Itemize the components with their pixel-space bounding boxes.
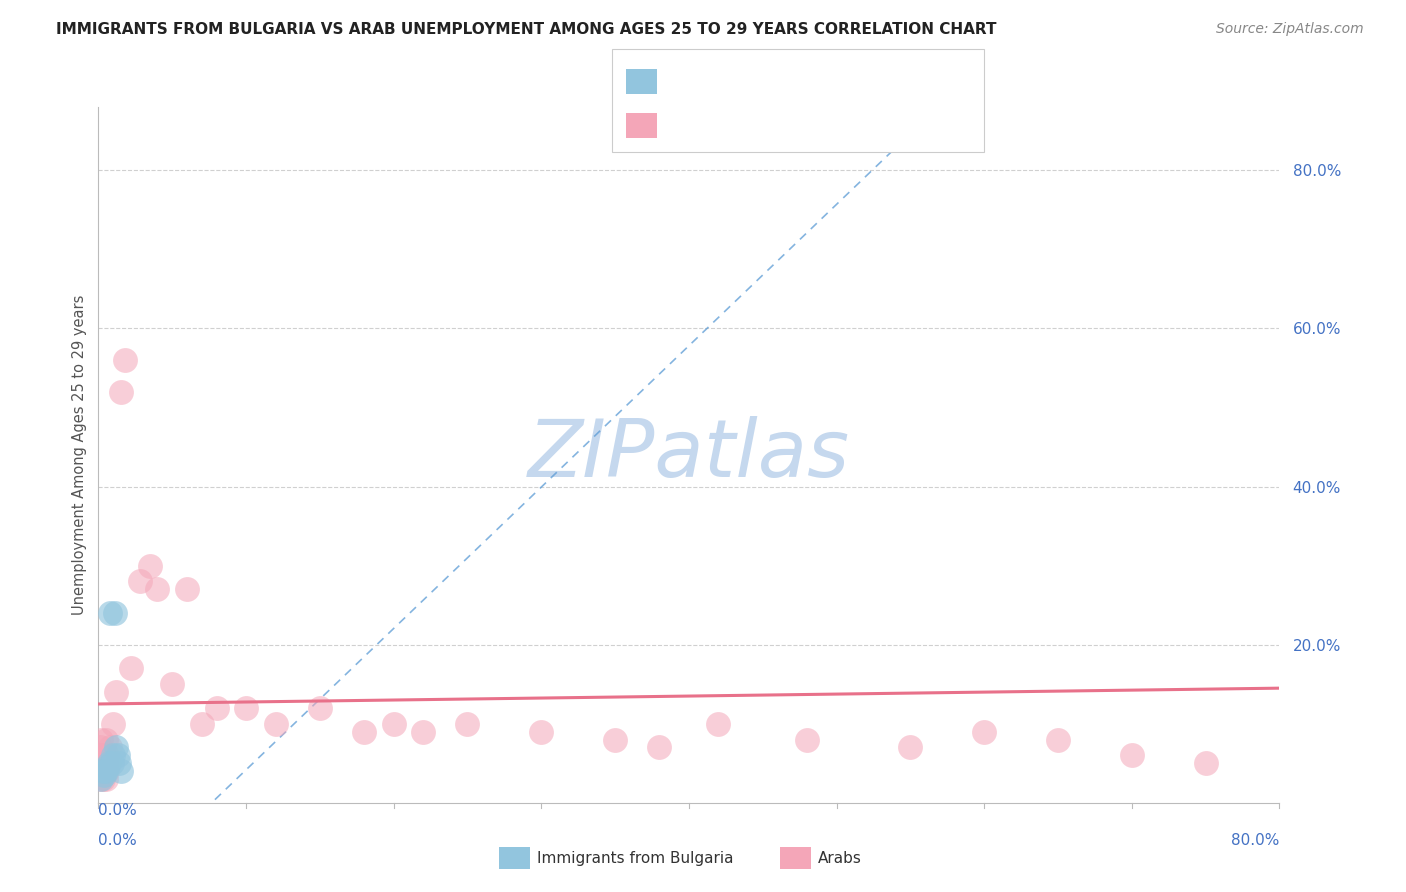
- Point: [98, 606, 121, 620]
- Point: [91, 772, 114, 786]
- Point: [93, 748, 115, 763]
- Text: N = 14: N = 14: [830, 65, 887, 83]
- Point: [89, 740, 111, 755]
- Text: Immigrants from Bulgaria: Immigrants from Bulgaria: [537, 851, 734, 865]
- Point: [353, 724, 375, 739]
- Point: [96, 748, 118, 763]
- Point: [973, 724, 995, 739]
- Text: Arabs: Arabs: [818, 851, 862, 865]
- Point: [235, 701, 257, 715]
- Point: [176, 582, 198, 597]
- Point: [1195, 756, 1218, 771]
- Text: R = 0.013: R = 0.013: [665, 110, 748, 128]
- Point: [104, 606, 127, 620]
- Point: [105, 740, 128, 755]
- Text: ZIPatlas: ZIPatlas: [527, 416, 851, 494]
- Point: [96, 760, 118, 774]
- Point: [103, 748, 125, 763]
- Point: [107, 748, 129, 763]
- Point: [94, 772, 117, 786]
- Point: [87, 756, 110, 771]
- Point: [146, 582, 169, 597]
- Point: [93, 764, 115, 779]
- Point: [139, 558, 162, 573]
- Text: Source: ZipAtlas.com: Source: ZipAtlas.com: [1216, 22, 1364, 37]
- Point: [94, 756, 117, 771]
- Point: [530, 724, 553, 739]
- Point: [96, 764, 118, 779]
- Text: 0.0%: 0.0%: [98, 833, 138, 848]
- Point: [89, 756, 111, 771]
- Point: [707, 716, 730, 731]
- Y-axis label: Unemployment Among Ages 25 to 29 years: Unemployment Among Ages 25 to 29 years: [72, 294, 87, 615]
- Text: N = 49: N = 49: [830, 110, 887, 128]
- Point: [412, 724, 434, 739]
- Point: [128, 574, 150, 589]
- Point: [162, 677, 183, 691]
- Point: [97, 756, 120, 771]
- Point: [90, 732, 112, 747]
- Point: [93, 768, 115, 782]
- Point: [796, 732, 818, 747]
- Text: 80.0%: 80.0%: [1232, 833, 1279, 848]
- Point: [264, 716, 287, 731]
- Point: [110, 384, 132, 399]
- Text: R = 0.748: R = 0.748: [665, 65, 748, 83]
- Point: [457, 716, 479, 731]
- Point: [309, 701, 332, 715]
- Point: [94, 732, 117, 747]
- Point: [90, 764, 112, 779]
- Point: [1121, 748, 1143, 763]
- Point: [87, 764, 110, 779]
- Point: [91, 764, 114, 779]
- Point: [87, 748, 110, 763]
- Point: [114, 353, 136, 368]
- Point: [91, 756, 114, 771]
- Point: [90, 772, 112, 786]
- Text: 0.0%: 0.0%: [98, 803, 138, 818]
- Point: [105, 685, 128, 699]
- Point: [90, 748, 112, 763]
- Point: [94, 764, 117, 779]
- Point: [110, 764, 132, 779]
- Point: [89, 772, 111, 786]
- Point: [900, 740, 922, 755]
- Point: [108, 756, 131, 771]
- Point: [191, 716, 214, 731]
- Point: [605, 732, 627, 747]
- Point: [103, 716, 125, 731]
- Point: [205, 701, 228, 715]
- Point: [1046, 732, 1070, 747]
- Point: [382, 716, 405, 731]
- Point: [97, 756, 120, 771]
- Point: [120, 661, 142, 675]
- Text: IMMIGRANTS FROM BULGARIA VS ARAB UNEMPLOYMENT AMONG AGES 25 TO 29 YEARS CORRELAT: IMMIGRANTS FROM BULGARIA VS ARAB UNEMPLO…: [56, 22, 997, 37]
- Point: [648, 740, 671, 755]
- Point: [98, 740, 121, 755]
- Point: [100, 756, 122, 771]
